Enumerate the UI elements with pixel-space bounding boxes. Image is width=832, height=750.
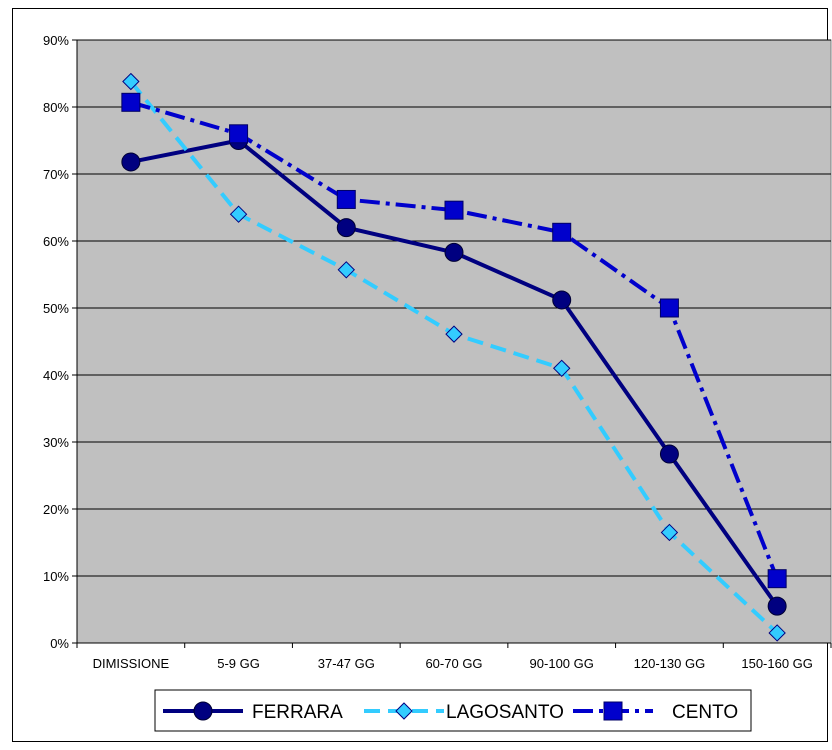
data-point [767,596,787,616]
y-tick-label: 40% [43,368,69,383]
data-point [444,200,464,220]
data-point [553,359,571,378]
data-point [122,72,140,91]
legend-label: CENTO [672,702,738,723]
data-point [552,290,572,310]
data-point [121,152,141,172]
y-tick-label: 20% [43,502,69,517]
data-point [659,298,679,318]
data-point [337,261,355,279]
legend-label: FERRARA [252,702,343,723]
data-point [767,569,787,589]
y-tick-label: 70% [43,167,69,182]
x-tick-label: 60-70 GG [425,656,482,671]
x-tick-label: 120-130 GG [634,656,706,671]
legend-label: LAGOSANTO [446,702,564,723]
data-point [229,205,248,223]
data-point [659,444,679,464]
gridlines [77,39,831,577]
x-tick-label: DIMISSIONE [93,656,170,671]
data-point [229,124,249,144]
legend-marker [603,701,623,721]
legend-marker [395,702,413,720]
data-point [660,523,679,542]
x-axis-ticks: DIMISSIONE 5-9 GG 37-47 GG 60-70 GG 90-100 G… [76,643,832,671]
legend: FERRARA LAGOSANTO CENTO [154,689,752,732]
y-axis-ticks: 0% 10% 20% 30% 40% 50% 60% 70% 80% 90% [43,33,831,651]
y-tick-label: 0% [50,636,69,651]
y-tick-label: 50% [43,301,69,316]
legend-marker [193,701,213,721]
data-point [768,624,786,642]
x-tick-label: 90-100 GG [530,656,594,671]
data-point [336,218,356,238]
y-tick-label: 10% [43,569,69,584]
y-tick-label: 90% [43,33,69,48]
x-tick-label: 150-160 GG [741,656,813,671]
series-markers [121,72,787,642]
data-point [121,92,141,112]
x-tick-label: 5-9 GG [217,656,260,671]
data-point [444,242,464,262]
x-tick-label: 37-47 GG [318,656,375,671]
y-tick-label: 60% [43,234,69,249]
data-point [445,325,463,343]
data-point [336,189,356,209]
y-tick-label: 80% [43,100,69,115]
data-point [552,222,572,242]
y-tick-label: 30% [43,435,69,450]
